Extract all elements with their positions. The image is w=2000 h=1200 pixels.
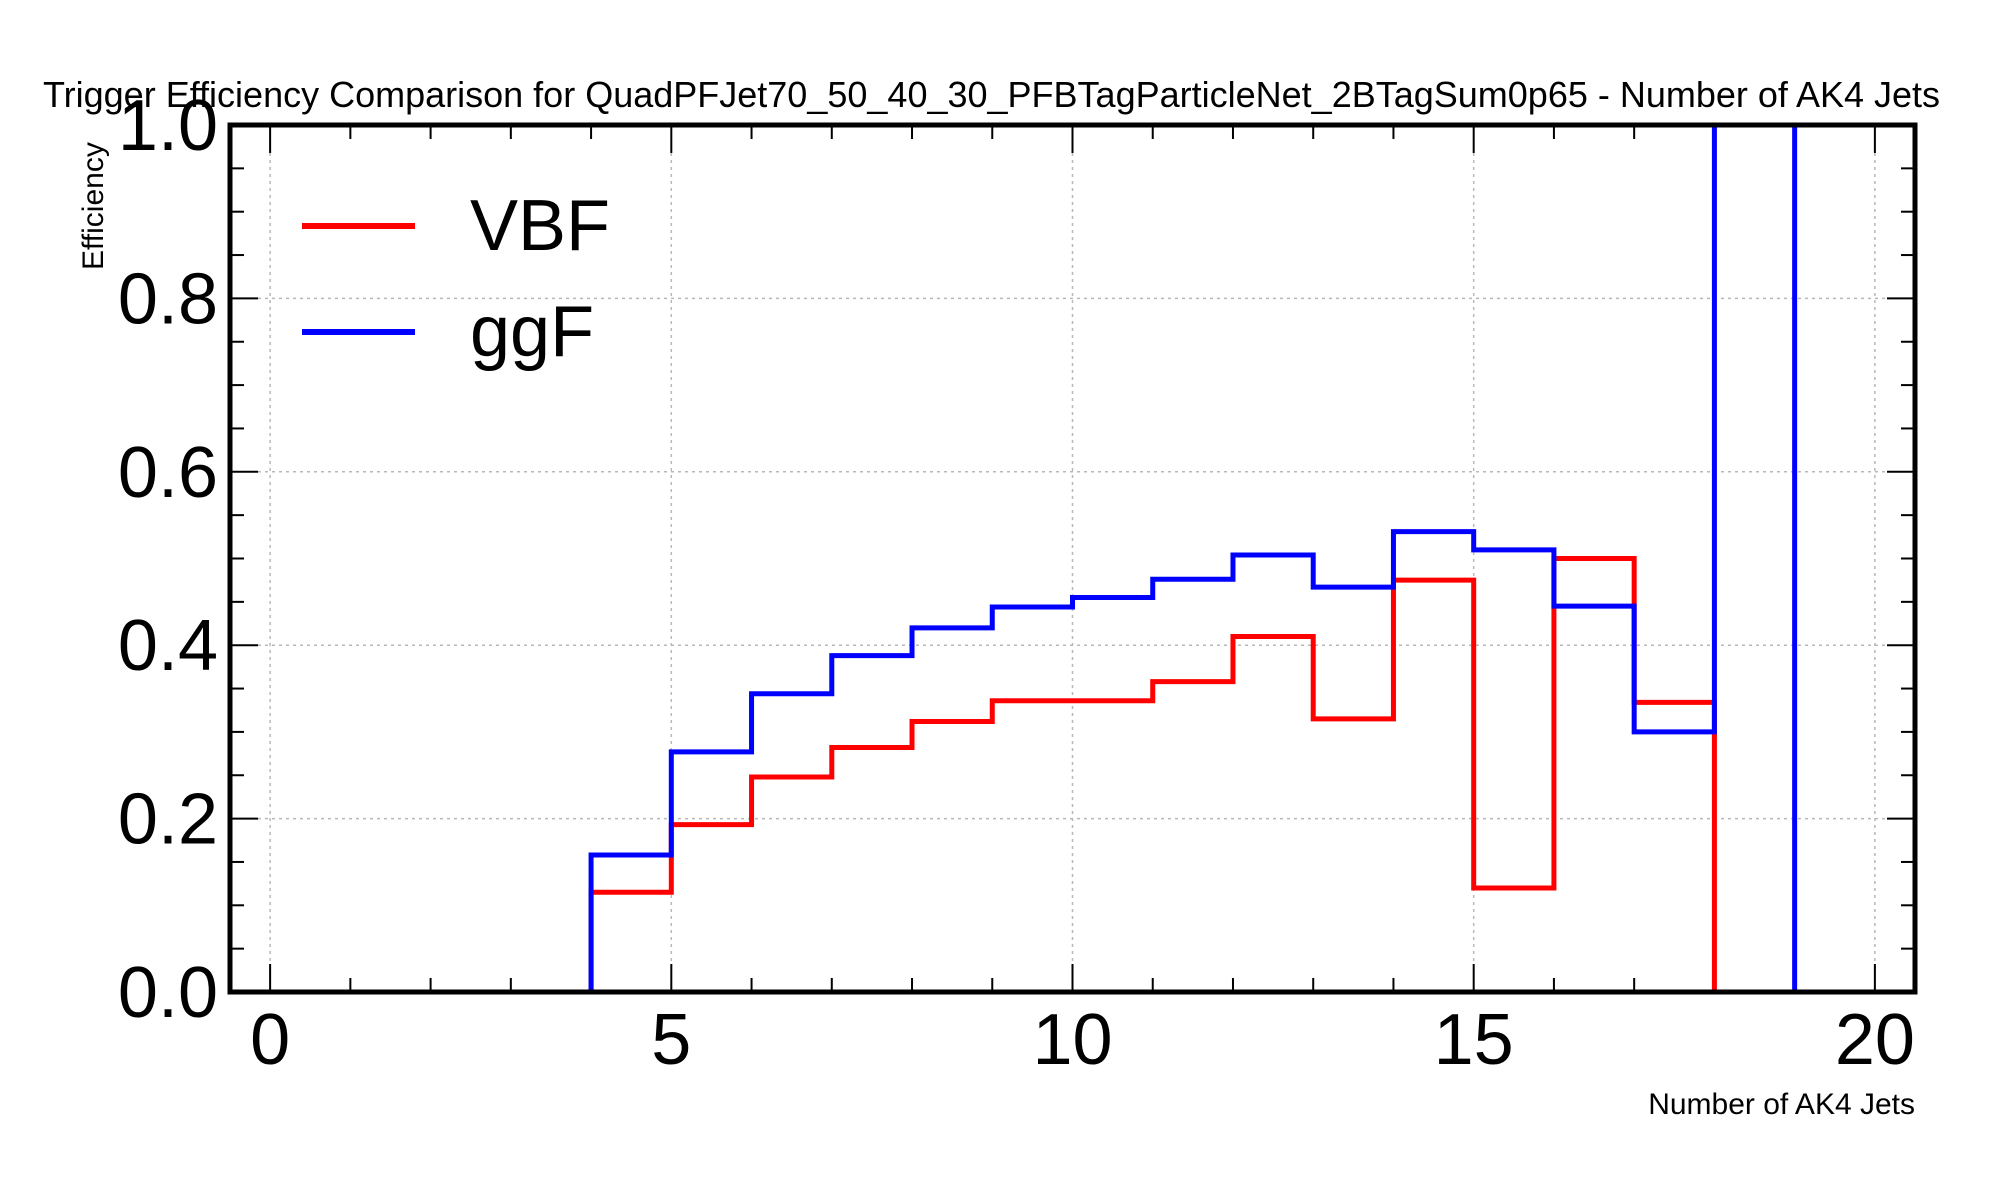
x-tick-label: 20 (1835, 1000, 1915, 1080)
x-axis-label: Number of AK4 Jets (1648, 1088, 1915, 1121)
series-layer (270, 122, 1875, 995)
chart-title: Trigger Efficiency Comparison for QuadPF… (43, 74, 1940, 115)
x-tick-label: 5 (651, 1000, 691, 1080)
legend-label-vbf: VBF (470, 186, 610, 266)
y-tick-label: 0.8 (118, 259, 218, 339)
y-tick-label: 0.0 (118, 953, 218, 1033)
series-ggf (270, 122, 1875, 995)
plot-frame (227, 122, 1918, 995)
y-axis-label: Efficiency (77, 142, 110, 270)
x-tick-label: 15 (1434, 1000, 1514, 1080)
legend: VBF ggF (302, 186, 610, 372)
y-tick-label: 0.2 (118, 780, 218, 860)
y-tick-label: 0.4 (118, 606, 218, 686)
x-tick-label: 0 (250, 1000, 290, 1080)
y-tick-label: 1.0 (118, 86, 218, 166)
y-tick-label: 0.6 (118, 433, 218, 513)
legend-label-ggf: ggF (470, 292, 594, 372)
x-tick-label: 10 (1032, 1000, 1112, 1080)
tick-labels: 0 5 10 15 20 0.0 0.2 0.4 0.6 0.8 1.0 (118, 86, 1915, 1080)
series-vbf (270, 556, 1875, 995)
